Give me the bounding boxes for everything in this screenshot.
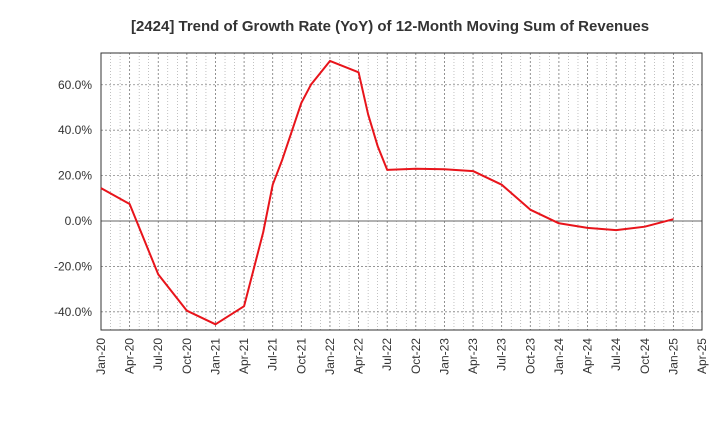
series-layer [100, 59, 674, 326]
x-tick-label: Jul-20 [151, 338, 165, 371]
x-tick-label: Jan-20 [94, 338, 108, 375]
x-tick-label: Jul-24 [609, 338, 623, 371]
x-tick-label: Oct-23 [523, 338, 537, 374]
y-tick-label: -20.0% [54, 259, 92, 273]
x-tick-label: Apr-20 [123, 338, 137, 374]
series-line [100, 59, 674, 326]
x-tick-label: Apr-25 [695, 338, 709, 374]
y-tick-label: 60.0% [58, 78, 92, 92]
axis-layer [100, 52, 703, 331]
plot-frame [100, 52, 703, 331]
chart-title: [2424] Trend of Growth Rate (YoY) of 12-… [131, 18, 649, 35]
x-tick-label: Jul-23 [495, 338, 509, 371]
x-tick-labels: Jan-20 Apr-20 Jul-20 Oct-20 Jan-21 Apr-21 Jul-… [94, 338, 709, 375]
y-tick-label: 20.0% [58, 169, 92, 183]
grid-layer [100, 53, 703, 330]
x-tick-label: Apr-23 [466, 338, 480, 374]
x-tick-label: Oct-24 [638, 338, 652, 374]
x-tick-label: Oct-22 [409, 338, 423, 374]
x-tick-label: Apr-21 [237, 338, 251, 374]
x-tick-label: Jul-21 [266, 338, 280, 371]
x-tick-label: Jan-25 [666, 338, 680, 375]
x-tick-label: Oct-20 [180, 338, 194, 374]
x-tick-label: Oct-21 [294, 338, 308, 374]
x-tick-label: Jan-23 [437, 338, 451, 375]
x-tick-label: Jan-22 [323, 338, 337, 375]
x-tick-label: Jan-24 [552, 338, 566, 375]
y-tick-label: -40.0% [54, 305, 92, 319]
y-tick-label: 0.0% [65, 214, 93, 228]
x-tick-label: Jul-22 [380, 338, 394, 371]
y-tick-label: 40.0% [58, 123, 92, 137]
x-tick-label: Jan-21 [208, 338, 222, 375]
y-tick-labels: -40.0% -20.0% 0.0% 20.0% 40.0% 60.0% [54, 78, 92, 319]
x-tick-label: Apr-22 [352, 338, 366, 374]
x-tick-label: Apr-24 [581, 338, 595, 374]
